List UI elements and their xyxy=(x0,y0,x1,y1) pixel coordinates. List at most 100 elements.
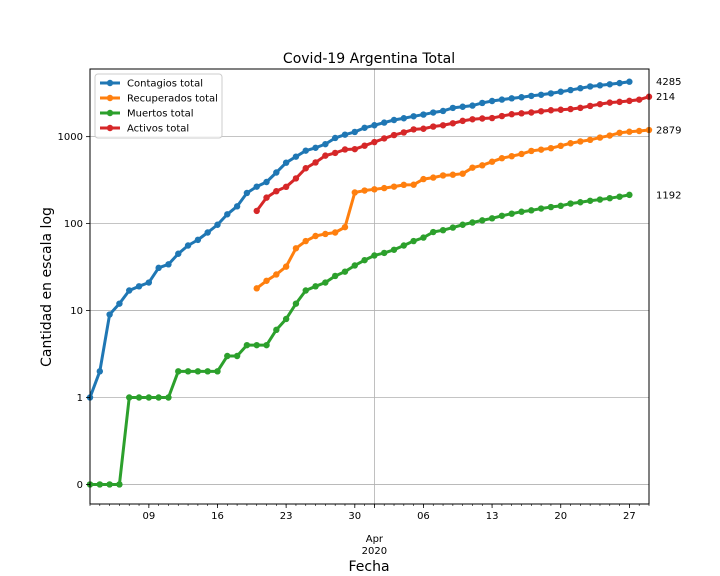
x-tick-label: 27 xyxy=(623,511,636,522)
x-year-label: 2020 xyxy=(362,546,387,557)
data-point xyxy=(371,252,378,259)
data-point xyxy=(263,341,270,349)
data-point xyxy=(381,184,388,192)
data-point xyxy=(626,128,633,135)
data-point xyxy=(282,183,290,190)
data-point xyxy=(488,97,496,105)
data-point xyxy=(479,217,486,224)
data-point xyxy=(165,261,172,268)
data-point xyxy=(635,127,643,135)
legend-item: Activos total xyxy=(100,124,189,135)
data-point xyxy=(537,205,545,212)
data-point xyxy=(204,368,211,375)
data-point xyxy=(302,147,309,154)
data-point xyxy=(537,91,545,98)
y-tick-label: 1 xyxy=(77,393,83,404)
data-point xyxy=(341,223,349,231)
data-point xyxy=(606,81,613,88)
data-point xyxy=(567,140,574,147)
data-point xyxy=(175,250,182,257)
chart-title: Covid-19 Argentina Total xyxy=(283,51,455,67)
data-point xyxy=(106,481,113,488)
data-point xyxy=(626,191,633,199)
data-point xyxy=(322,230,329,238)
data-point xyxy=(371,122,378,129)
data-point xyxy=(498,96,506,103)
y-tick-label: 100 xyxy=(64,219,83,230)
legend-item: Contagios total xyxy=(100,79,203,90)
data-point xyxy=(528,92,535,100)
data-point xyxy=(390,246,398,253)
data-point xyxy=(508,153,515,160)
data-point xyxy=(96,368,104,375)
end-value-label: 2879 xyxy=(656,126,681,137)
x-tick-label: 23 xyxy=(280,511,293,522)
legend-box xyxy=(94,73,223,139)
data-point xyxy=(430,109,437,116)
data-point xyxy=(273,326,280,334)
data-point xyxy=(606,194,613,202)
data-point xyxy=(596,100,604,108)
data-point xyxy=(96,481,104,488)
data-point xyxy=(449,171,457,178)
x-tick-label: 13 xyxy=(486,511,499,522)
data-point xyxy=(400,242,408,249)
data-point xyxy=(273,271,280,278)
data-point xyxy=(459,221,466,228)
data-point xyxy=(528,109,535,116)
data-point xyxy=(292,300,300,307)
data-point xyxy=(469,219,476,226)
data-point xyxy=(596,82,604,89)
data-point xyxy=(498,155,506,162)
series-muertos-total xyxy=(86,191,633,488)
legend: Contagios total Recuperados total Muertos … xyxy=(94,73,223,139)
data-point xyxy=(420,234,427,241)
y-tick-label: 0 xyxy=(77,480,83,491)
data-point xyxy=(194,368,202,375)
data-point xyxy=(586,136,594,144)
data-point xyxy=(322,279,329,286)
x-tick-label: 09 xyxy=(142,511,155,522)
data-point xyxy=(547,203,555,211)
data-point xyxy=(537,108,545,115)
data-point xyxy=(596,196,604,203)
data-point xyxy=(253,183,260,190)
data-point xyxy=(351,145,358,153)
data-point xyxy=(596,134,604,141)
data-point xyxy=(184,242,192,249)
data-point xyxy=(567,200,574,207)
data-point xyxy=(273,187,280,195)
data-point xyxy=(381,135,388,142)
data-point xyxy=(400,181,408,189)
data-point xyxy=(518,150,525,158)
data-point xyxy=(616,98,623,106)
data-point xyxy=(626,78,633,85)
data-point xyxy=(479,99,486,107)
data-point xyxy=(341,131,349,138)
data-point xyxy=(508,111,515,118)
data-point xyxy=(282,315,290,323)
data-point xyxy=(381,249,388,257)
series-activos-total xyxy=(253,93,653,215)
data-point xyxy=(430,123,437,130)
end-value-labels: 4285 2879 1192 214 xyxy=(656,77,681,201)
data-point xyxy=(322,140,329,148)
legend-item: Muertos total xyxy=(100,109,194,120)
data-point xyxy=(626,97,633,105)
data-point xyxy=(312,159,319,166)
data-point xyxy=(351,262,358,269)
data-point xyxy=(253,285,260,292)
data-point xyxy=(449,104,457,112)
data-point xyxy=(518,94,525,101)
data-point xyxy=(292,175,300,182)
data-point xyxy=(361,256,368,264)
x-tick-label: 16 xyxy=(211,511,224,522)
data-point xyxy=(331,272,339,280)
data-point xyxy=(439,226,447,234)
legend-item: Recuperados total xyxy=(100,94,218,105)
data-point xyxy=(331,229,339,236)
data-point xyxy=(253,341,260,349)
data-point xyxy=(557,202,564,210)
series-group xyxy=(86,78,653,488)
